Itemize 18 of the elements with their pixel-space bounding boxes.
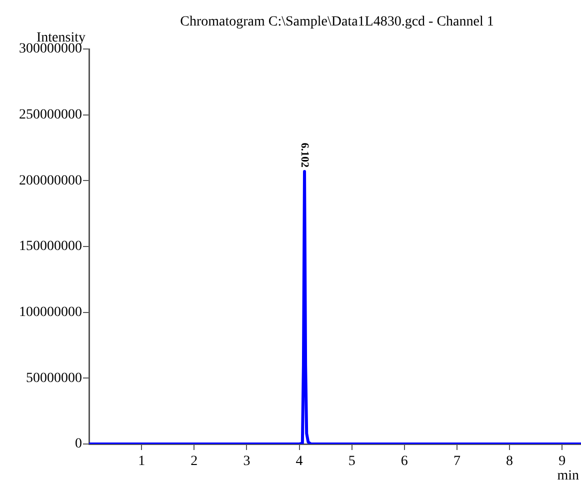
x-axis-title: min xyxy=(557,468,579,484)
x-tick-label: 4 xyxy=(296,454,303,470)
x-tick-label: 3 xyxy=(243,454,250,470)
y-tick-label: 50000000 xyxy=(26,370,82,386)
x-tick-label: 2 xyxy=(190,454,198,470)
x-tick-label: 9 xyxy=(558,454,566,470)
x-tick-label: 7 xyxy=(453,454,460,470)
x-tick-label: 8 xyxy=(506,454,514,470)
x-tick-label: 5 xyxy=(348,454,356,470)
x-tick-label: 1 xyxy=(138,454,146,470)
y-tick-label: 150000000 xyxy=(19,239,82,254)
y-tick-label: 200000000 xyxy=(19,173,82,188)
annotation: 6.102 xyxy=(298,142,311,168)
y-tick-label: 0 xyxy=(75,436,82,452)
y-tick-label: 100000000 xyxy=(19,305,82,320)
chart-title: Chromatogram C:\Sample\Data1L4830.gcd - Channel 1 xyxy=(180,14,494,30)
x-tick-label: 6 xyxy=(400,454,408,470)
y-tick-label: 250000000 xyxy=(19,108,82,123)
